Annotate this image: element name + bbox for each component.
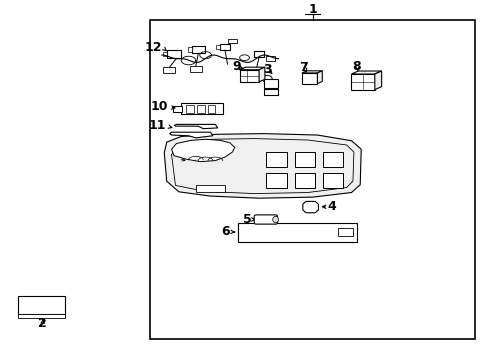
Text: 9: 9 xyxy=(232,60,241,73)
Bar xyxy=(294,152,314,167)
Bar xyxy=(266,173,286,188)
Bar xyxy=(337,228,353,236)
Bar xyxy=(266,55,275,60)
Polygon shape xyxy=(174,125,217,129)
Polygon shape xyxy=(301,71,322,73)
Bar xyxy=(351,74,374,90)
Bar xyxy=(181,103,222,114)
Polygon shape xyxy=(164,134,361,198)
Bar xyxy=(188,48,192,51)
Bar xyxy=(322,173,343,188)
Bar xyxy=(239,70,259,82)
Bar xyxy=(192,46,204,53)
Polygon shape xyxy=(302,201,318,213)
Polygon shape xyxy=(351,71,381,74)
Bar xyxy=(186,105,194,113)
Bar xyxy=(219,44,230,50)
Bar xyxy=(322,152,343,167)
Bar xyxy=(207,105,215,113)
Text: 5: 5 xyxy=(242,213,251,226)
Polygon shape xyxy=(374,71,381,90)
Ellipse shape xyxy=(272,216,278,223)
Text: 6: 6 xyxy=(221,225,229,238)
Bar xyxy=(163,67,175,73)
Text: 4: 4 xyxy=(327,200,336,213)
Bar xyxy=(149,20,474,339)
Text: 11: 11 xyxy=(148,119,166,132)
Bar xyxy=(172,106,182,112)
Text: 7: 7 xyxy=(299,61,307,74)
Text: 1: 1 xyxy=(307,3,316,15)
Polygon shape xyxy=(169,132,212,138)
FancyBboxPatch shape xyxy=(254,215,277,224)
Bar xyxy=(294,173,314,188)
Bar xyxy=(197,105,204,113)
Bar xyxy=(196,185,224,192)
Bar xyxy=(250,68,262,74)
Text: 12: 12 xyxy=(144,41,162,54)
Text: 3: 3 xyxy=(263,63,272,76)
Text: 2: 2 xyxy=(38,317,47,330)
Bar xyxy=(301,73,317,84)
Bar xyxy=(163,51,167,56)
Bar xyxy=(266,152,286,167)
Text: 8: 8 xyxy=(351,60,360,73)
Text: 10: 10 xyxy=(150,100,167,113)
Bar xyxy=(228,39,237,44)
Polygon shape xyxy=(317,71,322,84)
Bar xyxy=(19,296,64,314)
Polygon shape xyxy=(259,67,264,82)
Polygon shape xyxy=(239,67,264,70)
Bar xyxy=(190,66,201,72)
Bar xyxy=(264,79,278,88)
Bar xyxy=(238,223,357,242)
Bar xyxy=(166,50,181,58)
Bar xyxy=(253,51,264,57)
Bar xyxy=(19,314,64,318)
Bar xyxy=(215,45,220,49)
Polygon shape xyxy=(171,139,234,162)
Bar xyxy=(264,89,278,95)
